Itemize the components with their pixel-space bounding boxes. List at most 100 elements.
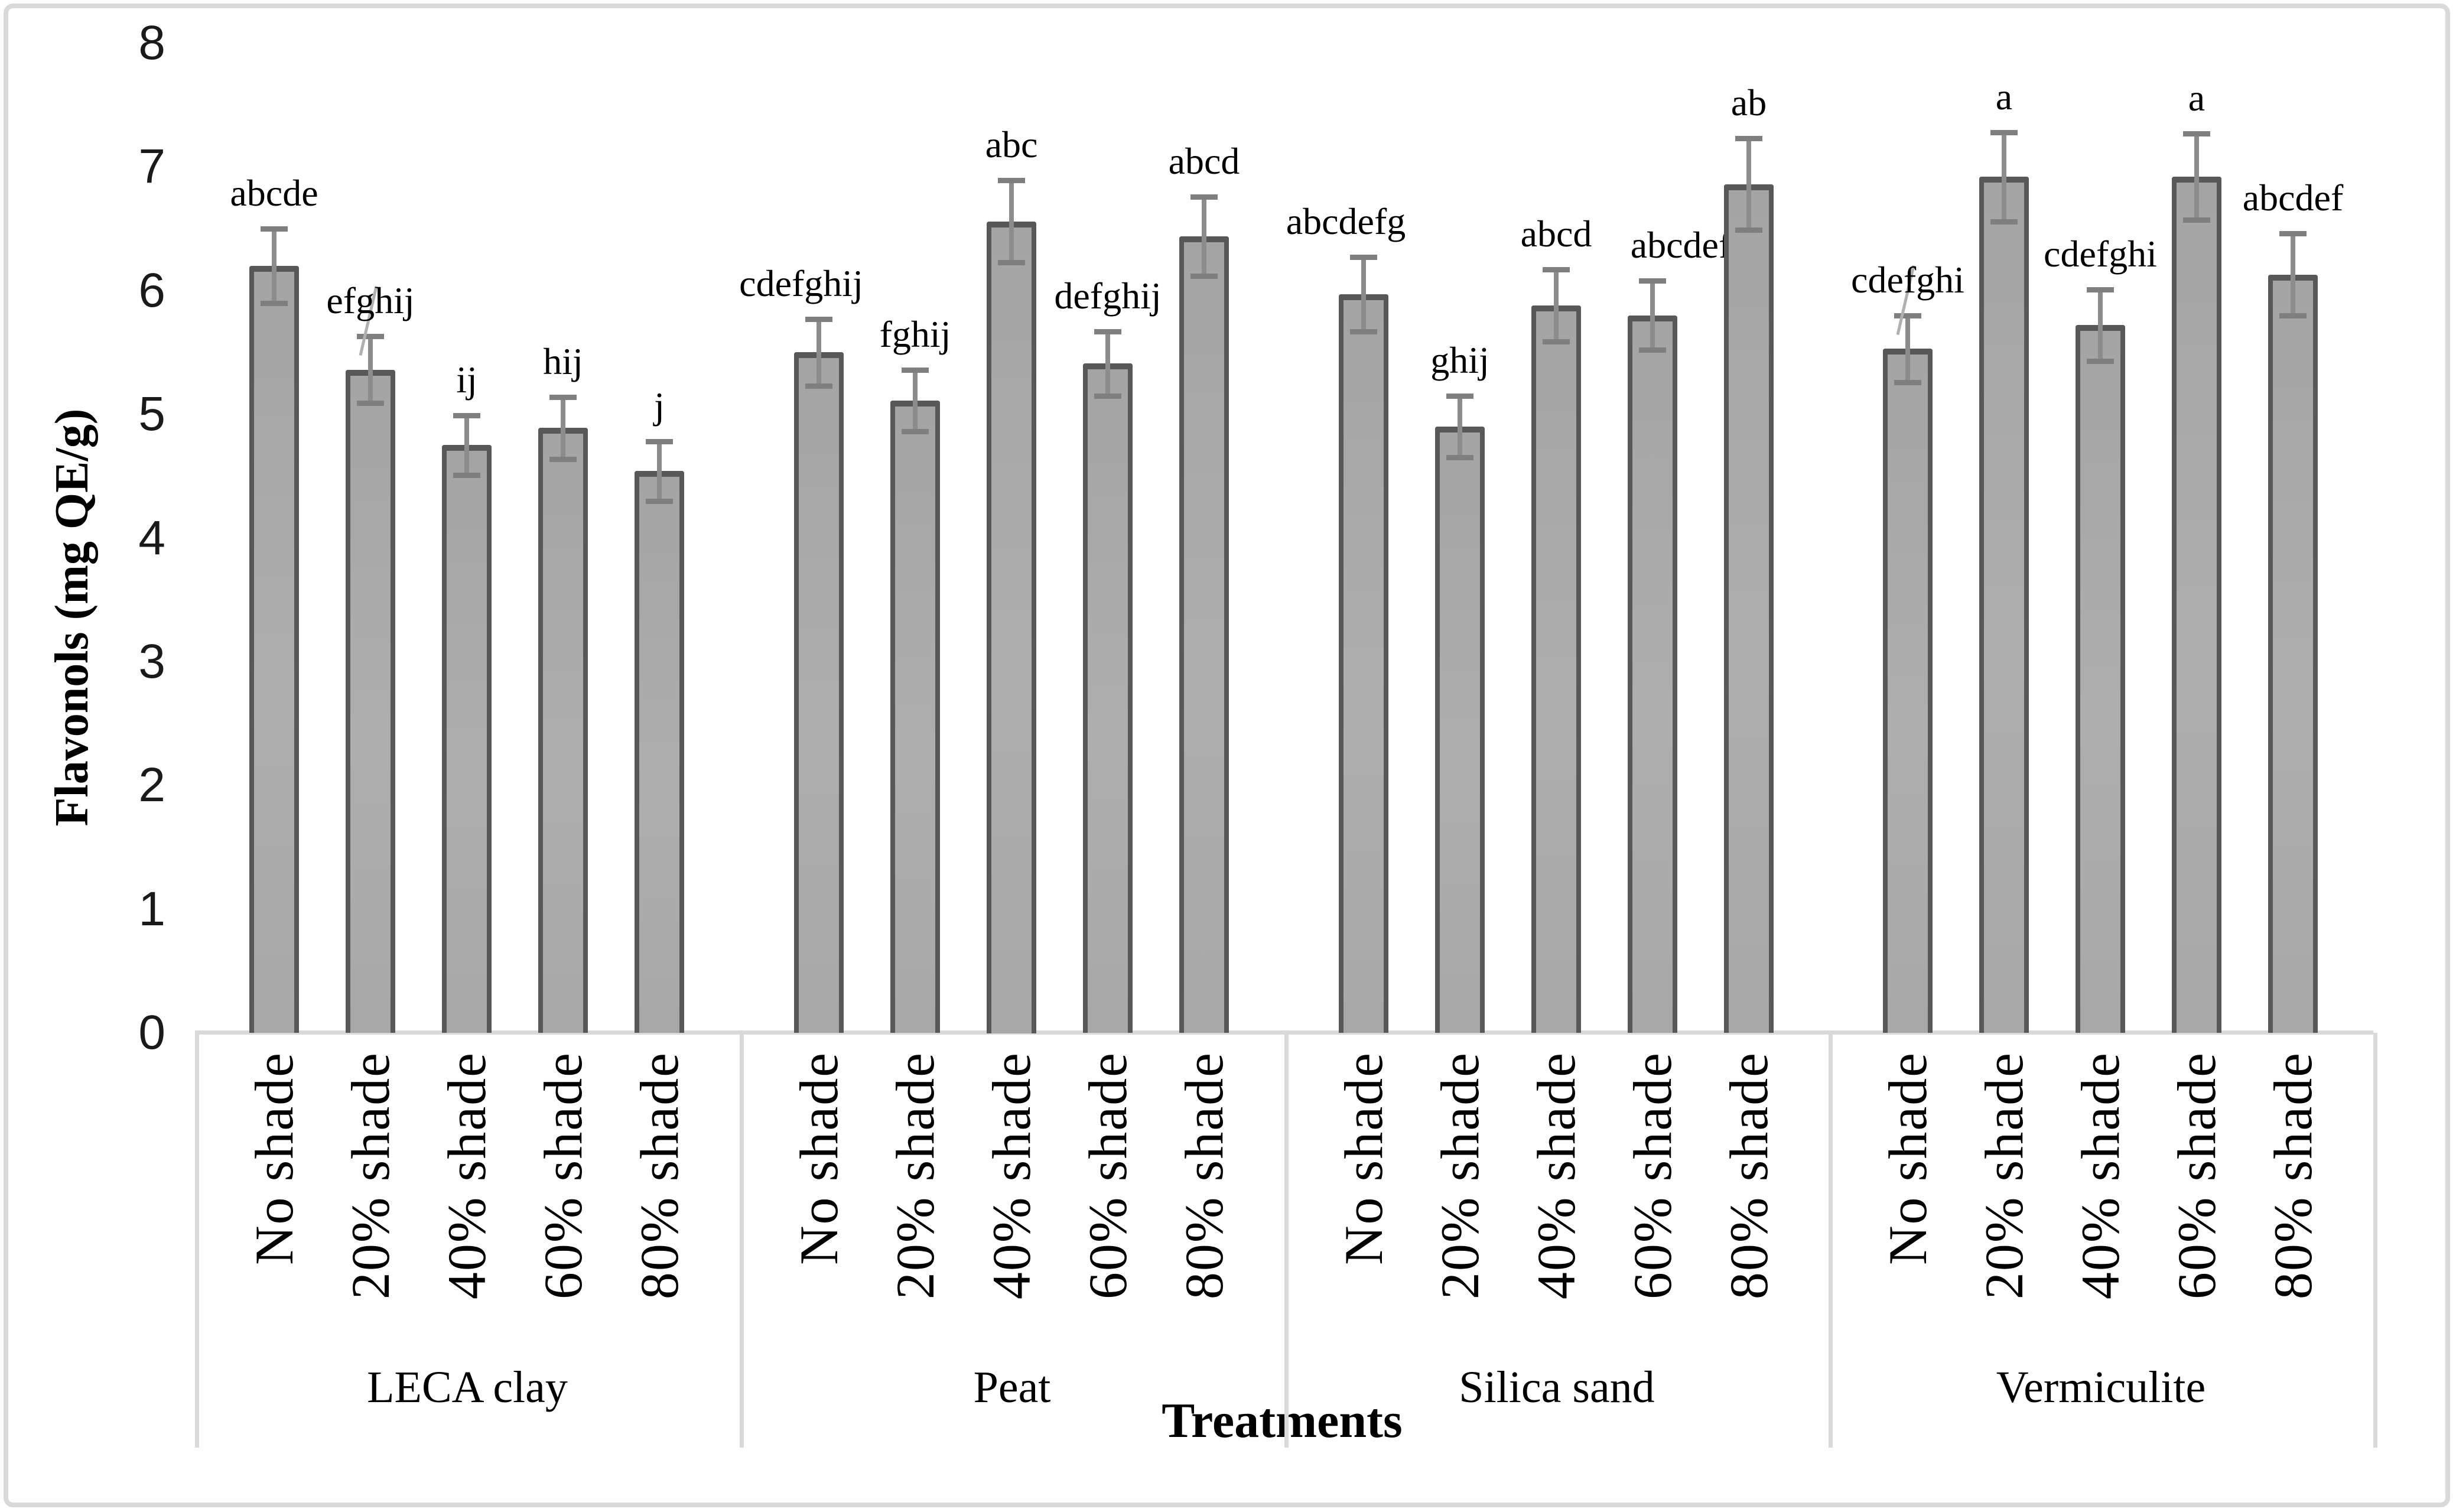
category-tick-label: No shade <box>1333 1052 1394 1265</box>
category-tick-label: No shade <box>789 1052 849 1265</box>
significance-letters: cdefghi <box>1851 259 1964 301</box>
error-bar-cap-top <box>1350 255 1377 260</box>
category-tick-label: 80% shade <box>1174 1052 1234 1300</box>
bar <box>987 222 1036 1033</box>
error-bar-cap-bottom <box>2087 359 2114 364</box>
error-bar-line <box>2002 132 2006 222</box>
error-bar-cap-top <box>1639 278 1666 284</box>
significance-letters: cdefghij <box>739 262 863 304</box>
error-bar-line <box>2098 290 2103 361</box>
category-tick-label: 60% shade <box>533 1052 593 1300</box>
error-bar-cap-bottom <box>1894 380 1921 385</box>
error-bar-line <box>1458 396 1462 458</box>
error-bar-cap-bottom <box>902 429 929 434</box>
error-bar-cap-top <box>1735 136 1762 141</box>
category-tick-label: No shade <box>244 1052 304 1265</box>
error-bar-cap-top <box>2279 231 2307 236</box>
error-bar-line <box>272 229 276 303</box>
significance-letters: efghij <box>326 279 415 321</box>
category-tick-label: No shade <box>1878 1052 1938 1265</box>
y-tick-label: 6 <box>138 263 165 317</box>
bar <box>442 445 492 1033</box>
bar <box>1724 184 1774 1033</box>
group-label: Peat <box>973 1363 1051 1412</box>
error-bar-cap-top <box>1543 267 1570 272</box>
error-bar-line <box>561 397 565 459</box>
category-tick-label: 60% shade <box>1622 1052 1683 1300</box>
error-bar-cap-top <box>2087 287 2114 292</box>
error-bar-cap-bottom <box>1735 227 1762 233</box>
bar <box>538 428 588 1033</box>
error-bar-cap-top <box>805 317 832 322</box>
error-bar-cap-bottom <box>1190 274 1218 279</box>
significance-letters: abcd <box>1168 140 1240 182</box>
y-tick-label: 5 <box>138 387 165 441</box>
error-bar-cap-top <box>1190 194 1218 200</box>
error-bar-cap-top <box>357 334 384 339</box>
significance-letters: a <box>2188 77 2205 119</box>
x-axis-title: Treatments <box>1162 1393 1403 1448</box>
error-bar-cap-bottom <box>1543 339 1570 344</box>
error-bar-cap-bottom <box>1446 455 1473 460</box>
error-bar-cap-bottom <box>998 260 1025 265</box>
significance-letters: cdefghi <box>2044 233 2157 275</box>
group-label: LECA clay <box>367 1363 568 1412</box>
category-tick-label: 40% shade <box>2070 1052 2130 1300</box>
significance-letters: abc <box>985 123 1038 165</box>
significance-letters: ab <box>1730 82 1767 123</box>
error-bar-cap-bottom <box>357 401 384 406</box>
bar <box>890 401 940 1033</box>
category-tick-label: 80% shade <box>1719 1052 1779 1300</box>
bar <box>1083 363 1133 1033</box>
error-bar-cap-bottom <box>2183 217 2210 223</box>
error-bar-line <box>1905 316 1910 382</box>
error-bar-cap-top <box>646 439 673 444</box>
chart-border <box>4 4 2450 1507</box>
category-tick-label: 20% shade <box>1974 1052 2034 1300</box>
error-bar-cap-top <box>261 226 288 232</box>
error-bar-line <box>1746 138 1751 230</box>
y-tick-label: 2 <box>138 758 165 812</box>
bar <box>2076 325 2125 1033</box>
significance-letters: a <box>1995 76 2013 118</box>
significance-letters: defghij <box>1054 275 1162 317</box>
y-tick-label: 1 <box>138 882 165 936</box>
significance-letters: ij <box>456 359 477 401</box>
x-axis-line <box>195 1030 2373 1035</box>
category-divider <box>1284 1033 1289 1448</box>
error-bar-line <box>913 370 918 432</box>
error-bar-cap-bottom <box>1094 394 1121 399</box>
error-bar-cap-bottom <box>1639 347 1666 353</box>
bar <box>1531 305 1581 1033</box>
error-bar-cap-top <box>2183 131 2210 136</box>
error-bar-cap-bottom <box>2279 313 2307 318</box>
bar <box>2172 177 2221 1033</box>
error-bar-line <box>1105 331 1110 396</box>
error-bar-line <box>1009 180 1014 262</box>
error-bar-cap-top <box>453 413 480 418</box>
category-divider <box>740 1033 744 1448</box>
significance-letters: fghij <box>879 313 951 355</box>
significance-letters: abcdef <box>2242 177 2344 219</box>
error-bar-cap-top <box>1990 130 2018 135</box>
group-label: Vermiculite <box>1996 1363 2206 1412</box>
error-bar-line <box>1202 197 1206 276</box>
error-bar-cap-top <box>549 395 577 400</box>
error-bar-line <box>1361 257 1366 331</box>
bar <box>249 266 299 1033</box>
error-bar-cap-bottom <box>261 301 288 306</box>
bar <box>1435 427 1485 1033</box>
category-divider <box>2373 1033 2377 1448</box>
category-tick-label: 40% shade <box>981 1052 1042 1300</box>
category-tick-label: 20% shade <box>885 1052 945 1300</box>
bar <box>1883 349 1933 1033</box>
category-tick-label: 40% shade <box>1526 1052 1586 1300</box>
category-tick-label: 60% shade <box>2167 1052 2227 1300</box>
error-bar-cap-bottom <box>1350 329 1377 334</box>
significance-letters: ghij <box>1430 339 1489 381</box>
y-tick-label: 0 <box>138 1006 165 1059</box>
group-label: Silica sand <box>1459 1363 1655 1412</box>
category-tick-label: 80% shade <box>629 1052 689 1300</box>
significance-letters: abcd <box>1520 213 1592 255</box>
error-bar-line <box>464 415 469 475</box>
